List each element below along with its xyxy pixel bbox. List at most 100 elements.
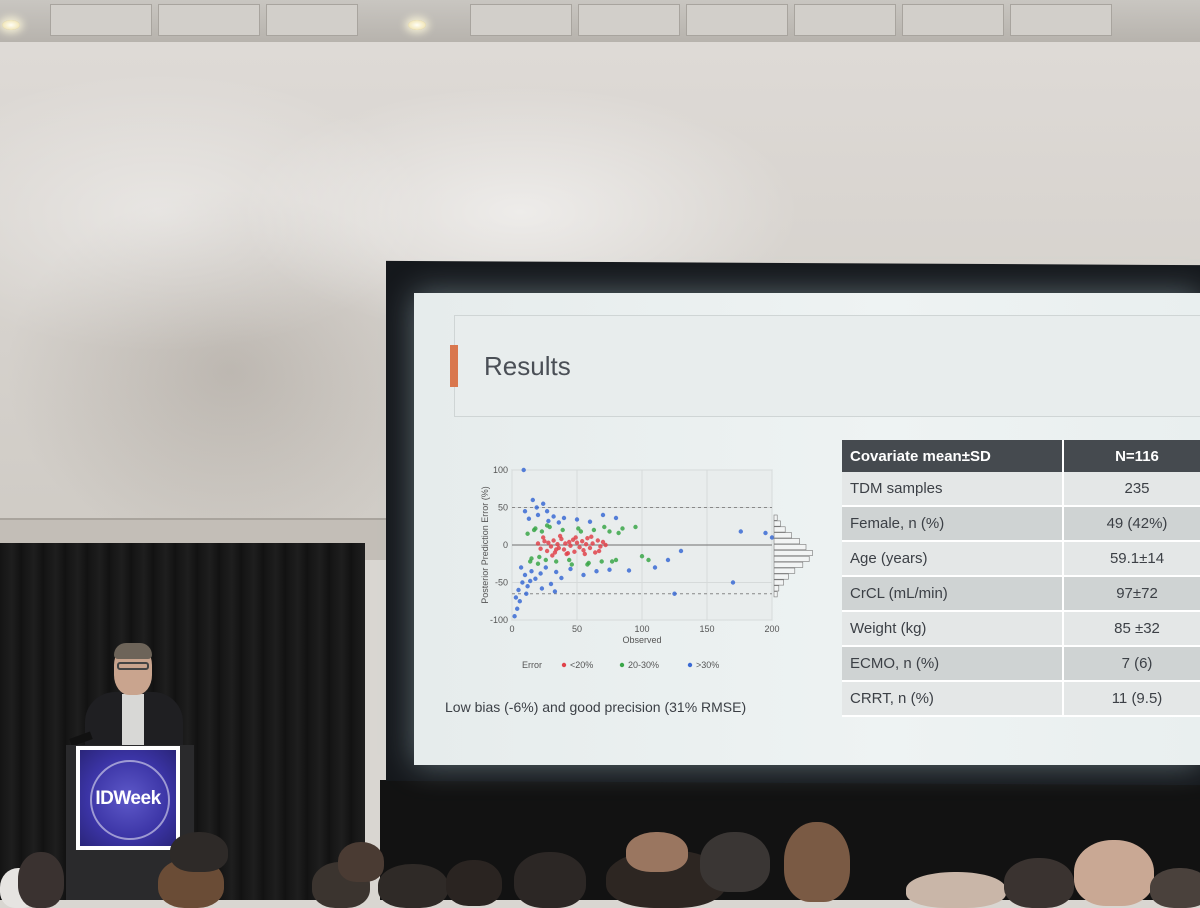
scatter-plot-svg: 0 50 100 150 200 100 50 0 -50 -100 Observed Posteri… [480,465,813,670]
data-point [535,561,541,566]
data-point [515,606,520,611]
data-point [554,547,559,552]
ceiling-tile [158,4,260,36]
audience-head [514,852,586,908]
histogram-bar [773,526,786,533]
data-point [548,544,554,549]
data-point [535,541,541,546]
data-point [665,557,671,563]
y-tick-label: 100 [493,465,508,475]
data-point [581,548,586,553]
podium-sign: IDWeek [76,746,180,850]
data-point [569,562,574,567]
data-point [585,562,590,567]
data-point [593,550,598,555]
data-point [551,514,556,519]
table-header-row: Covariate mean±SD N=116 [842,440,1200,472]
table-cell-value: 11 (9.5) [1063,681,1200,717]
data-point [573,535,578,540]
data-point [603,542,608,548]
y-tick-label: -50 [495,578,508,588]
table-row: Female, n (%) 49 (42%) [842,506,1200,542]
speaker-shirt [122,694,144,754]
legend-marker [619,662,625,668]
histogram-bar [773,579,784,586]
data-point [576,526,581,531]
data-point [543,565,548,570]
audience-head [170,832,228,872]
logo-ring [90,760,170,840]
data-point [609,559,615,564]
data-point [530,497,535,503]
data-point [567,557,572,563]
data-point [678,548,684,554]
audience-head [446,860,502,906]
ceiling-tile [470,4,572,36]
data-point [556,520,561,525]
data-point [535,512,541,518]
presentation-slide: Results 0 50 100 150 200 100 50 0 -50 -100 Observe… [414,293,1200,765]
x-tick-label: 200 [764,624,779,634]
covariate-table: Covariate mean±SD N=116 TDM samples 235 … [842,440,1200,717]
audience-head [626,832,688,872]
data-point [652,565,658,570]
data-point [626,568,632,573]
y-tick-label: 50 [498,503,508,513]
data-point [560,527,565,533]
histogram-bar [773,532,792,539]
data-point [672,591,677,596]
audience-head [1004,858,1074,908]
table-cell-value: 59.1±14 [1063,541,1200,577]
table-row: Weight (kg) 85 ±32 [842,611,1200,647]
data-point [613,557,619,563]
legend-entry: <20% [570,660,593,670]
ceiling-tile [902,4,1004,36]
data-point [548,581,554,587]
histogram-bar [773,585,780,592]
histogram-bar [773,555,810,562]
data-point [591,527,597,533]
table-cell-label: CrCL (mL/min) [842,576,1064,612]
data-point [563,541,568,546]
data-point [583,542,589,547]
table-header-covariate: Covariate mean±SD [842,440,1064,472]
data-point [538,546,543,551]
data-point [572,549,577,554]
histogram-bar [773,550,813,556]
data-point [738,529,743,534]
table-cell-value: 49 (42%) [1063,506,1200,542]
data-point [589,534,594,539]
data-point [554,559,559,564]
data-point [552,589,558,594]
logo-text: IDWeek [95,788,161,809]
data-point [633,524,638,530]
histogram-bar [773,544,807,551]
title-accent-bar [450,345,458,387]
data-point [522,509,528,514]
table-cell-label: CRRT, n (%) [842,681,1064,717]
x-tick-label: 50 [572,624,582,634]
table-cell-label: ECMO, n (%) [842,646,1064,682]
data-point [646,557,651,563]
legend-entry: 20-30% [628,660,659,670]
slide-title: Results [484,351,571,381]
data-point [544,523,550,528]
data-point [544,509,550,514]
data-point [600,512,606,518]
data-point [561,515,567,521]
data-point [541,535,546,540]
table-row: ECMO, n (%) 7 (6) [842,646,1200,682]
ceiling-tile [50,4,152,36]
data-point [517,599,522,604]
data-point [595,538,600,543]
data-point [769,535,775,540]
data-point [599,559,604,564]
table-cell-label: TDM samples [842,472,1064,507]
data-point [574,540,580,545]
table-cell-value: 85 ±32 [1063,611,1200,647]
table-cell-value: 7 (6) [1063,646,1200,682]
slide-caption: Low bias (-6%) and good precision (31% R… [445,699,747,715]
data-point [587,545,593,551]
data-point [555,542,560,547]
data-point [763,530,768,536]
